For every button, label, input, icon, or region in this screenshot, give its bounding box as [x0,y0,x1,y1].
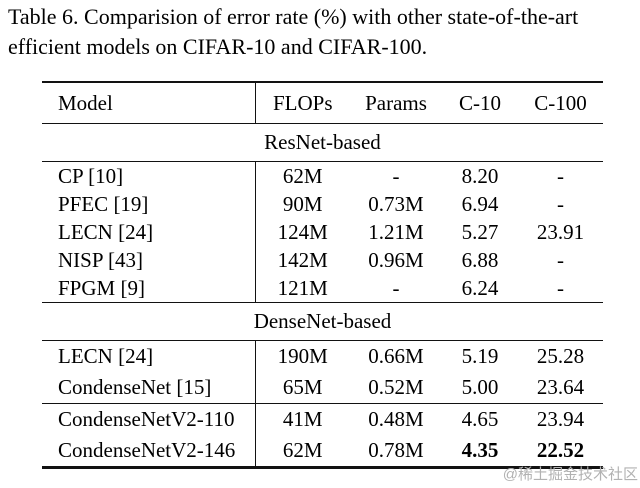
section-title-label: DenseNet-based [42,302,603,341]
cell-flops: 121M [277,275,328,300]
cell-model: CondenseNetV2-146 [42,435,256,468]
watermark: @稀土掘金技术社区 [502,466,638,483]
section-title-densenet: DenseNet-based [42,302,603,341]
cell-flops: 90M [282,191,323,216]
cell-params: 0.78M [368,438,424,462]
cell-params: 0.66M [368,344,424,368]
table-row: FPGM [9] 121M - 6.24 - [42,274,603,303]
cell-c10: 5.00 [461,375,499,399]
cell-c100: - [557,247,564,272]
table-row: CondenseNetV2-110 41M 0.48M 4.65 23.94 [42,403,603,435]
table-row: NISP [43] 142M 0.96M 6.88 - [42,246,603,274]
cell-params: 0.52M [368,375,424,399]
cell-flops: 62M [282,438,323,462]
cell-c100: 23.64 [536,375,585,399]
cell-c10: 5.19 [461,344,499,368]
col-header-model: Model [42,82,256,124]
cell-c100: - [557,191,564,216]
cell-c10: 4.35 [461,438,499,462]
col-header-flops: FLOPs [272,90,333,115]
col-header-params: Params [365,90,427,115]
table-row: CP [10] 62M - 8.20 - [42,161,603,190]
cell-c100: 25.28 [536,344,585,368]
cell-model: CP [10] [42,161,256,190]
cell-c10: 4.65 [461,407,499,431]
cell-c10: 6.88 [461,247,499,272]
cell-model: CondenseNet [15] [42,372,256,404]
cell-flops: 41M [282,407,323,431]
cell-flops: 62M [282,163,323,188]
cell-params: 0.96M [368,247,424,272]
section-title-resnet: ResNet-based [42,123,603,162]
col-header-c100: C-100 [534,90,587,115]
cell-c10: 5.27 [461,219,499,244]
table-row: CondenseNetV2-146 62M 0.78M 4.35 22.52 [42,435,603,468]
cell-c10: 6.94 [461,191,499,216]
cell-params: 0.48M [368,407,424,431]
caption-line-2: efficient models on CIFAR-10 and CIFAR-1… [8,34,428,59]
cell-c100: - [557,275,564,300]
table-row: LECN [24] 190M 0.66M 5.19 25.28 [42,340,603,372]
results-table: Model FLOPs Params C-10 C-100 ResNet-bas… [42,81,603,469]
cell-model: CondenseNetV2-110 [42,403,256,435]
cell-c100: 23.91 [536,219,585,244]
table-row: CondenseNet [15] 65M 0.52M 5.00 23.64 [42,372,603,404]
cell-c10: 8.20 [461,163,499,188]
cell-model: LECN [24] [42,340,256,372]
cell-params: - [392,163,400,188]
table-row: LECN [24] 124M 1.21M 5.27 23.91 [42,218,603,246]
col-header-c10: C-10 [459,90,501,115]
cell-model: LECN [24] [42,218,256,246]
cell-params: - [392,275,400,300]
cell-c100: 23.94 [536,407,585,431]
table-caption: Table 6. Comparision of error rate (%) w… [8,2,640,62]
header-row: Model FLOPs Params C-10 C-100 [42,82,603,124]
caption-line-1: Table 6. Comparision of error rate (%) w… [8,4,579,29]
cell-model: FPGM [9] [42,274,256,303]
cell-model: NISP [43] [42,246,256,274]
cell-model: PFEC [19] [42,190,256,218]
cell-flops: 124M [277,219,328,244]
cell-params: 0.73M [368,191,424,216]
cell-c100: - [557,163,564,188]
cell-c100: 22.52 [536,438,585,462]
table-row: PFEC [19] 90M 0.73M 6.94 - [42,190,603,218]
cell-params: 1.21M [368,219,424,244]
section-title-label: ResNet-based [42,123,603,162]
cell-c10: 6.24 [461,275,499,300]
cell-flops: 142M [277,247,328,272]
cell-flops: 65M [282,375,323,399]
cell-flops: 190M [277,344,328,368]
